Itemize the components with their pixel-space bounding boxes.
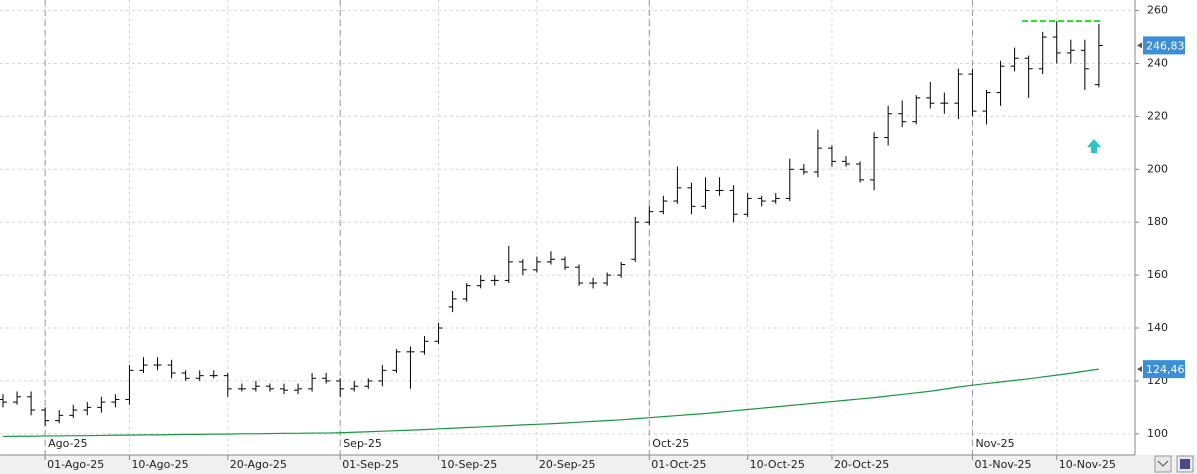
month-label: Sep-25 <box>343 437 382 450</box>
scroll-button[interactable] <box>1154 455 1172 473</box>
x-tick-label: 01-Ago-25 <box>47 458 104 471</box>
last-price-box <box>1143 36 1185 55</box>
last-average-box <box>1143 360 1185 379</box>
last-average-label: 124,46 <box>1146 363 1185 376</box>
x-tick-label: 10-Nov-25 <box>1059 458 1116 471</box>
month-label: Ago-25 <box>48 437 87 450</box>
x-tick-label: 01-Nov-25 <box>974 458 1031 471</box>
signal-arrow <box>1087 139 1101 153</box>
x-tick-label: 10-Ago-25 <box>131 458 188 471</box>
y-tick-label: 160 <box>1147 268 1168 281</box>
last-price-pointer <box>1137 42 1142 49</box>
price-axis-panel <box>1135 0 1197 474</box>
plot-area <box>0 0 1135 455</box>
y-tick-label: 100 <box>1147 427 1168 440</box>
y-tick-label: 260 <box>1147 4 1168 17</box>
x-tick-label: 01-Sep-25 <box>342 458 399 471</box>
x-tick-label: 10-Oct-25 <box>750 458 805 471</box>
average-line <box>2 368 1099 438</box>
month-label: Oct-25 <box>652 437 689 450</box>
y-tick-label: 240 <box>1147 56 1168 69</box>
y-tick-label: 220 <box>1147 109 1168 122</box>
x-tick-label: 20-Sep-25 <box>539 458 596 471</box>
save-icon <box>1180 459 1190 469</box>
y-tick-label: 140 <box>1147 321 1168 334</box>
y-tick-label: 180 <box>1147 215 1168 228</box>
scroll-icon <box>1157 460 1169 467</box>
last-price-label: 246,83 <box>1146 39 1185 52</box>
last-average-pointer <box>1137 366 1142 373</box>
date-axis-panel <box>0 455 1197 474</box>
x-tick-label: 20-Oct-25 <box>834 458 889 471</box>
x-tick-label: 20-Ago-25 <box>230 458 287 471</box>
x-tick-label: 01-Oct-25 <box>651 458 706 471</box>
y-tick-label: 200 <box>1147 162 1168 175</box>
x-tick-label: 10-Sep-25 <box>441 458 498 471</box>
month-label: Nov-25 <box>975 437 1014 450</box>
